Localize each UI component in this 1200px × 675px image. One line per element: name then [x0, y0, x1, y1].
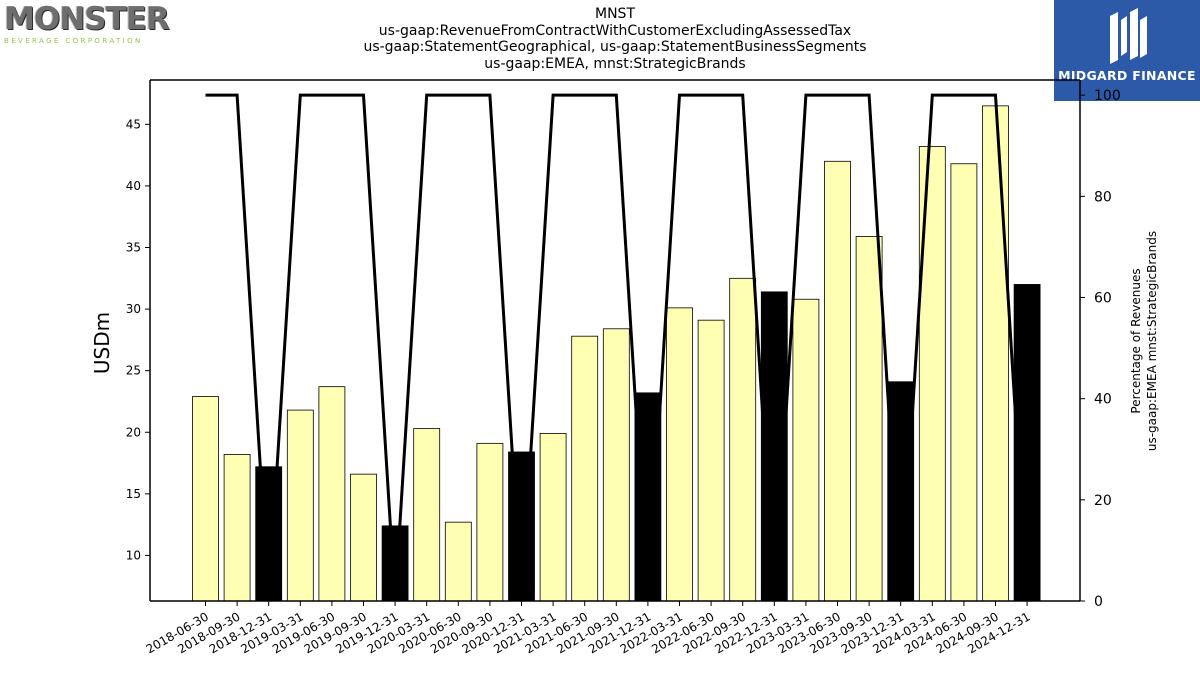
bar-2020-12-31	[508, 451, 535, 602]
y2-tick-label: 40	[1094, 392, 1112, 408]
bar-2021-03-31	[539, 433, 567, 602]
x-tick-label: 2020-09-30	[428, 609, 495, 656]
y2-axis-label-line-2: us-gaap:EMEA mnst:StrategicBrands	[1145, 231, 1159, 451]
y-tick-label: 20	[126, 425, 141, 439]
x-tick-label: 2024-06-30	[902, 609, 969, 656]
title-line-4: us-gaap:EMEA, mnst:StrategicBrands	[484, 55, 746, 72]
x-tick-label: 2018-09-30	[175, 609, 242, 656]
y2-axis-label-line-1: Percentage of Revenues	[1129, 268, 1143, 413]
bar-2024-03-31	[918, 146, 946, 602]
x-tick-label: 2022-03-31	[618, 609, 685, 656]
bar-2019-03-31	[286, 409, 314, 602]
bar-2022-12-31	[760, 291, 788, 602]
midgard-emblem-icon	[1110, 8, 1147, 64]
monster-logo-subtext: BEVERAGE CORPORATION	[4, 37, 143, 45]
x-tick-label: 2021-06-30	[523, 609, 590, 656]
midgard-finance-name: MIDGARD FINANCE	[1058, 68, 1196, 83]
monster-logo: MONSTER BEVERAGE CORPORATION	[4, 1, 170, 46]
x-tick-label: 2019-09-30	[302, 609, 369, 656]
x-tick-label: 2020-12-31	[460, 609, 527, 656]
bar-2021-12-31	[634, 392, 662, 602]
bar-2022-06-30	[697, 319, 725, 602]
bar-2024-06-30	[950, 163, 978, 602]
x-tick-label: 2023-09-30	[807, 609, 874, 656]
bar-2023-03-31	[792, 298, 820, 602]
x-tick-label: 2024-12-31	[965, 609, 1032, 656]
x-tick-label: 2022-06-30	[649, 609, 716, 656]
x-tick-label: 2024-03-31	[870, 609, 937, 656]
monster-logo-text: MONSTER	[4, 1, 170, 37]
x-tick-label: 2019-12-31	[333, 609, 400, 656]
x-tick-label: 2019-06-30	[270, 609, 337, 656]
x-tick-label: 2021-12-31	[586, 609, 653, 656]
bar-2019-09-30	[350, 473, 377, 602]
bar-2022-03-31	[666, 307, 693, 602]
y2-tick-label: 60	[1094, 291, 1112, 307]
bar-2021-09-30	[602, 328, 630, 602]
axes-group	[149, 79, 1081, 602]
y-tick-label: 30	[126, 302, 141, 316]
bar-2023-06-30	[824, 160, 851, 602]
x-tick-label: 2018-12-31	[207, 609, 274, 656]
y-tick-label: 35	[126, 241, 141, 255]
title-line-1: MNST	[595, 6, 635, 22]
x-tick-label: 2019-03-31	[238, 609, 305, 656]
midgard-finance-logo: MIDGARD FINANCE	[1054, 0, 1200, 101]
bar-2019-06-30	[318, 386, 346, 602]
bar-2020-06-30	[444, 521, 472, 602]
bar-2018-06-30	[192, 396, 219, 602]
x-tick-label: 2022-12-31	[712, 609, 779, 656]
y-tick-label: 40	[126, 179, 141, 193]
bar-2024-09-30	[982, 105, 1009, 602]
bar-2024-12-31	[1013, 284, 1041, 602]
title-line-3: us-gaap:StatementGeographical, us-gaap:S…	[363, 39, 867, 55]
bar-2019-12-31	[381, 525, 409, 602]
y-tick-label: 45	[126, 117, 141, 131]
bar-2020-09-30	[476, 442, 504, 602]
bar-2018-09-30	[223, 454, 251, 602]
y-tick-label: 15	[126, 487, 141, 501]
x-tick-label: 2023-03-31	[744, 609, 811, 656]
y2-tick-label: 80	[1094, 189, 1112, 205]
bar-2020-03-31	[413, 428, 441, 602]
bar-2023-09-30	[855, 236, 883, 602]
ticks-group: 10152025303540450204060801002018-06-3020…	[126, 88, 1121, 656]
x-tick-label: 2022-09-30	[681, 609, 748, 656]
y2-tick-label: 0	[1094, 594, 1103, 610]
x-tick-label: 2023-12-31	[839, 609, 906, 656]
x-tick-label: 2023-06-30	[776, 609, 843, 656]
y-tick-label: 25	[126, 364, 141, 378]
x-tick-label: 2020-03-31	[365, 609, 432, 656]
bar-2022-09-30	[729, 277, 757, 602]
x-tick-label: 2018-06-30	[144, 609, 211, 656]
bar-2023-12-31	[887, 381, 915, 602]
x-tick-label: 2021-09-30	[554, 609, 621, 656]
y-tick-label: 10	[126, 548, 141, 562]
y-axis-label: USDm	[90, 312, 114, 374]
x-tick-label: 2021-03-31	[491, 609, 558, 656]
line-group	[205, 93, 1029, 602]
x-tick-label: 2024-09-30	[934, 609, 1001, 656]
x-tick-label: 2020-06-30	[396, 609, 463, 656]
bar-2018-12-31	[255, 466, 283, 602]
bar-2021-06-30	[571, 335, 599, 602]
percentage-line	[205, 93, 1029, 602]
chart-title: MNST us-gaap:RevenueFromContractWithCust…	[290, 6, 940, 72]
title-line-2: us-gaap:RevenueFromContractWithCustomerE…	[378, 22, 852, 39]
y2-tick-label: 20	[1094, 493, 1112, 509]
bars-group	[192, 105, 1041, 602]
